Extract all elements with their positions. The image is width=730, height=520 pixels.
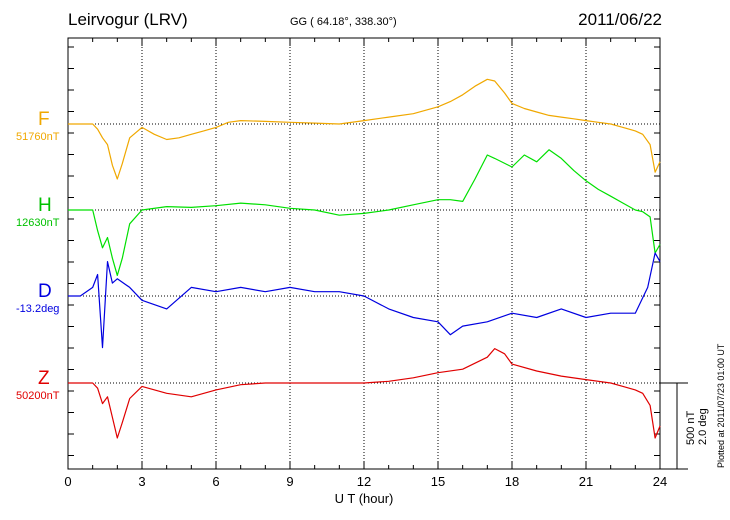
series-name-Z: Z [38, 368, 50, 389]
plotted-at-note: Plotted at 2011/07/23 01:00 UT [716, 343, 726, 468]
baseline-label-D: -13.2deg [16, 303, 60, 315]
x-tick-label: 18 [505, 474, 519, 489]
series-name-F: F [38, 109, 50, 130]
series-line-Z [68, 348, 661, 439]
baseline-label-F: 51760nT [16, 131, 60, 143]
series-line-H [68, 149, 661, 276]
coordinates-label: GG ( 64.18°, 338.30°) [290, 16, 397, 28]
x-tick-label: 0 [64, 474, 71, 489]
x-tick-label: 15 [431, 474, 445, 489]
x-tick-label: 3 [138, 474, 145, 489]
x-tick-label: 24 [653, 474, 667, 489]
baseline-label-H: 12630nT [16, 217, 60, 229]
x-tick-label: 6 [212, 474, 219, 489]
station-title: Leirvogur (LRV) [68, 10, 188, 29]
x-axis-label: U T (hour) [335, 491, 394, 506]
date-label: 2011/06/22 [578, 10, 662, 29]
scale-label: 2.0 deg [697, 408, 709, 445]
x-tick-label: 12 [357, 474, 371, 489]
x-tick-label: 21 [579, 474, 593, 489]
x-tick-label: 9 [286, 474, 293, 489]
series-line-F [68, 78, 661, 180]
baseline-label-Z: 50200nT [16, 390, 60, 402]
series-name-D: D [38, 281, 52, 302]
scale-label: 500 nT [685, 410, 697, 445]
series-name-H: H [38, 195, 52, 216]
series-line-D [68, 252, 661, 349]
